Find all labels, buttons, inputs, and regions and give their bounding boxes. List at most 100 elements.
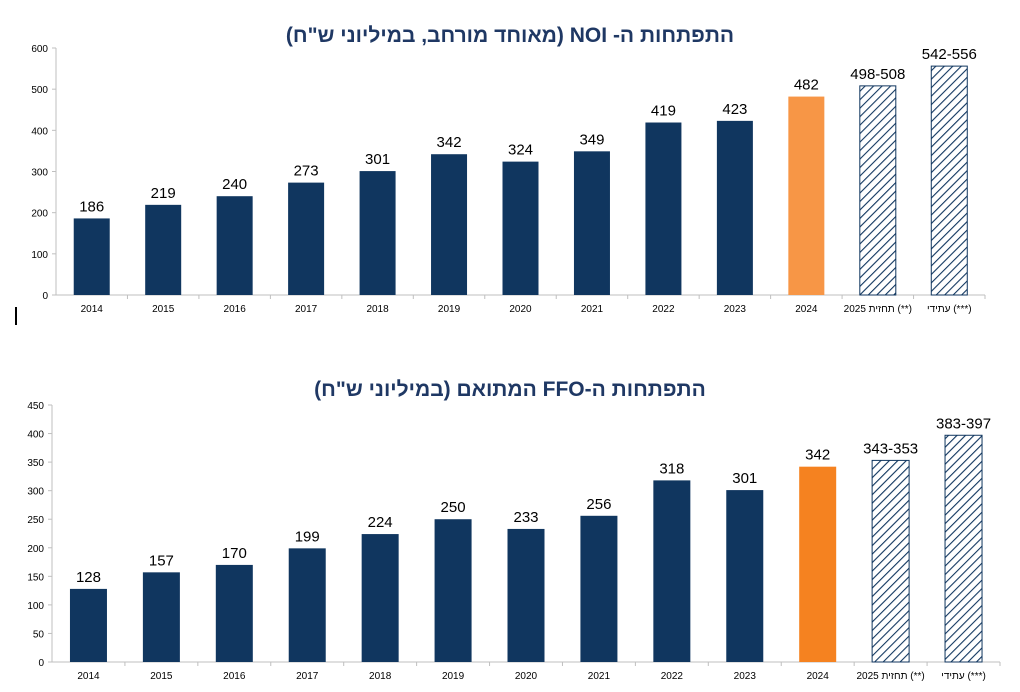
x-tick-label: 2021 [581, 304, 604, 315]
data-label: 301 [365, 151, 390, 168]
bar-2 [215, 564, 253, 662]
bar-9 [716, 120, 753, 296]
data-label: 342 [437, 134, 462, 151]
x-tick-label: 2017 [296, 671, 319, 682]
data-label: 324 [508, 142, 533, 159]
data-label: 349 [579, 131, 604, 148]
y-tick-label: 600 [31, 44, 48, 55]
x-tick-label: עתידי (***) [941, 671, 986, 682]
data-label: 498-508 [850, 66, 905, 83]
x-tick-label: 2016 [223, 671, 246, 682]
data-label: 542-556 [922, 46, 977, 63]
y-tick-label: 300 [27, 487, 44, 498]
data-label: 240 [222, 176, 247, 193]
x-tick-label: 2015 [150, 671, 173, 682]
text-cursor [15, 307, 17, 325]
data-label: 170 [222, 545, 247, 562]
data-label: 343-353 [863, 440, 918, 457]
bar-3 [288, 182, 325, 295]
x-tick-label: 2019 [442, 671, 465, 682]
data-label: 250 [441, 499, 466, 516]
y-tick-label: 100 [27, 601, 44, 612]
bar-3 [288, 548, 326, 662]
y-tick-label: 400 [27, 430, 44, 441]
data-label: 383-397 [936, 415, 991, 432]
data-label: 342 [805, 447, 830, 464]
bar-1 [142, 572, 180, 662]
data-label: 128 [76, 569, 101, 586]
x-tick-label: 2018 [369, 671, 392, 682]
x-tick-label: 2023 [734, 671, 757, 682]
y-tick-label: 0 [42, 291, 48, 302]
x-tick-label: 2015 [152, 304, 175, 315]
bar-0 [73, 218, 110, 295]
bar-9 [726, 490, 764, 662]
bar-12 [944, 434, 983, 663]
bar-7 [580, 515, 618, 662]
bar-7 [573, 151, 610, 295]
bar-10 [788, 96, 825, 296]
bar-8 [653, 480, 691, 662]
bar-6 [507, 528, 545, 662]
noi-bar-chart: 0 100 200 300 400 500 600 186 2014 219 2015 240 2016… [31, 44, 986, 315]
x-tick-label: 2022 [652, 304, 675, 315]
data-label: 482 [794, 77, 819, 94]
bar-5 [434, 519, 472, 662]
data-label: 233 [513, 509, 538, 526]
x-tick-label: 2017 [295, 304, 318, 315]
y-tick-label: 0 [38, 658, 44, 669]
data-label: 219 [151, 185, 176, 202]
y-tick-label: 250 [27, 515, 44, 526]
y-tick-label: 200 [31, 209, 48, 220]
y-tick-label: 350 [27, 458, 44, 469]
data-label: 186 [79, 198, 104, 215]
bar-2 [216, 196, 253, 295]
x-tick-label: 2014 [81, 304, 104, 315]
y-tick-label: 100 [31, 250, 48, 261]
bar-1 [145, 204, 182, 295]
x-tick-label: 2020 [515, 671, 538, 682]
chart-title-ffo: התפתחות ה-FFO המתואם (במיליוני ש"ח) [314, 378, 706, 401]
x-tick-label: 2016 [224, 304, 247, 315]
x-tick-label: 2022 [661, 671, 684, 682]
x-tick-label: עתידי (***) [927, 304, 972, 315]
y-tick-label: 400 [31, 126, 48, 137]
bar-8 [645, 122, 682, 296]
x-tick-label: 2014 [77, 671, 100, 682]
y-tick-label: 450 [27, 401, 44, 412]
bar-11 [871, 459, 910, 663]
chart-title-noi: התפתחות ה- NOI (מאוחד מורחב, במיליוני ש"… [285, 24, 735, 47]
data-label: 419 [651, 103, 676, 120]
bar-11 [859, 85, 897, 296]
bar-4 [359, 171, 396, 295]
bar-4 [361, 534, 399, 662]
bar-5 [431, 154, 468, 295]
x-tick-label: 2018 [366, 304, 389, 315]
bar-12 [930, 65, 968, 296]
y-tick-label: 50 [33, 629, 45, 640]
y-tick-label: 150 [27, 572, 44, 583]
data-label: 318 [659, 460, 684, 477]
bar-10 [799, 466, 837, 662]
x-tick-label: 2020 [509, 304, 532, 315]
data-label: 423 [722, 101, 747, 118]
data-label: 157 [149, 552, 174, 569]
x-tick-label: 2021 [588, 671, 611, 682]
y-tick-label: 300 [31, 168, 48, 179]
x-tick-label: תחזית 2025 (**) [844, 304, 912, 315]
x-tick-label: 2023 [724, 304, 747, 315]
data-label: 301 [732, 470, 757, 487]
x-tick-label: 2024 [795, 304, 818, 315]
data-label: 256 [586, 496, 611, 513]
bar-0 [69, 588, 107, 662]
data-label: 224 [368, 514, 393, 531]
data-label: 273 [294, 163, 319, 180]
bar-6 [502, 161, 539, 295]
data-label: 199 [295, 528, 320, 545]
y-tick-label: 500 [31, 85, 48, 96]
x-tick-label: 2019 [438, 304, 461, 315]
x-tick-label: תחזית 2025 (**) [856, 671, 924, 682]
x-tick-label: 2024 [807, 671, 830, 682]
y-tick-label: 200 [27, 544, 44, 555]
